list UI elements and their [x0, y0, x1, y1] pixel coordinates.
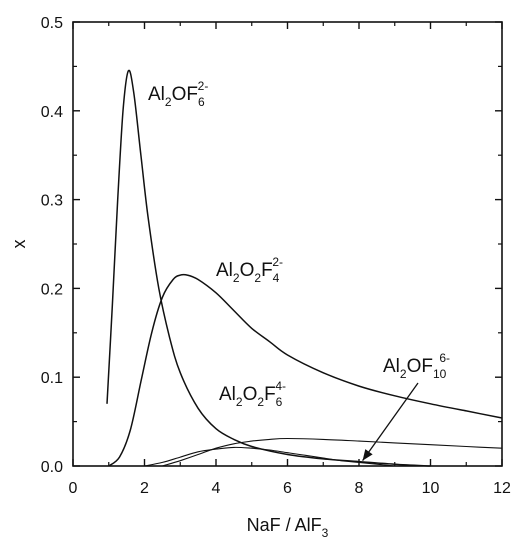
label-part: 2 [400, 367, 407, 381]
label-part: F [264, 384, 276, 405]
curve-al2o2f4 [108, 273, 503, 467]
label-part: O [243, 384, 258, 405]
label-al2of6: Al2OF6 2- [148, 79, 208, 109]
label-part: F [261, 260, 273, 281]
label-part: 4 [273, 271, 280, 285]
species-label-group: Al2OF62-Al2O2F42-Al2O2F64-Al2OF106- [148, 79, 450, 409]
y-tick-label: 0.0 [41, 459, 63, 476]
label-part: Al [148, 84, 165, 105]
x-tick-label: 8 [355, 480, 364, 497]
arrow-shaft [362, 382, 419, 462]
label-part: Al [216, 260, 233, 281]
label-part: OF [407, 356, 433, 377]
label-part: 2 [233, 271, 240, 285]
label-part: Al [383, 356, 400, 377]
x-axis-label-base: NaF / AlF [247, 515, 322, 535]
label-part: 2- [272, 255, 283, 269]
curve-group [106, 69, 503, 467]
label-part: 2 [236, 395, 243, 409]
label-part: 6 [276, 395, 283, 409]
y-tick-label: 0.1 [41, 370, 63, 387]
y-tick-label: 0.4 [41, 104, 63, 121]
x-tick-label: 2 [140, 480, 149, 497]
label-al2o2f4: Al2O2F42- [216, 255, 283, 285]
annotation-arrow [362, 382, 419, 462]
label-part: 4- [275, 379, 286, 393]
x-axis-label-sub: 3 [322, 526, 329, 540]
x-axis-label: NaF / AlF3 [247, 515, 329, 540]
label-part: 2 [257, 395, 264, 409]
label-part: 2 [165, 95, 172, 109]
curve-al2o2f6 [144, 446, 395, 467]
tick-group: 0 2 4 6 8 10 120.00.10.20.30.40.5 [41, 15, 511, 497]
x-tick-label: 6 [283, 480, 292, 497]
curve-al2of10 [162, 437, 503, 467]
label-part: O [240, 260, 255, 281]
label-part: OF [172, 84, 198, 105]
x-tick-label: 12 [493, 480, 511, 497]
label-al2of10: Al2OF10 6- [383, 351, 450, 381]
label-al2o2f6: Al2O2F64- [219, 379, 286, 409]
axis-titles: NaF / AlF3 x [9, 240, 329, 541]
label-part: 6- [439, 351, 450, 365]
y-tick-label: 0.2 [41, 281, 63, 298]
y-tick-label: 0.3 [41, 193, 63, 210]
label-part: 10 [433, 367, 447, 381]
curve-al2of6 [106, 69, 431, 467]
arrow-head [362, 449, 373, 461]
x-tick-label: 4 [212, 480, 221, 497]
label-part: 6 [198, 95, 205, 109]
label-part: 2- [198, 79, 209, 93]
x-tick-label: 0 [69, 480, 78, 497]
label-part: 2 [254, 271, 261, 285]
y-tick-label: 0.5 [41, 15, 63, 32]
plot-frame [72, 21, 503, 467]
label-part: Al [219, 384, 236, 405]
y-axis-label: x [9, 240, 29, 249]
x-tick-label: 10 [422, 480, 440, 497]
